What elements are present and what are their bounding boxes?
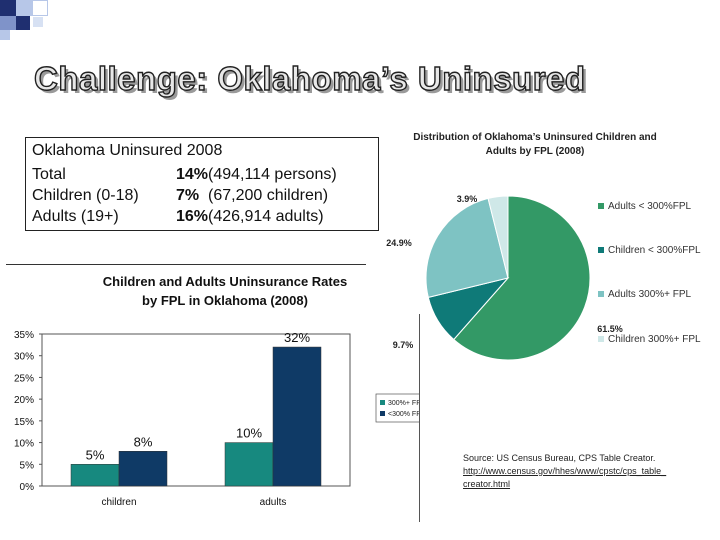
pie-legend-label: Children < 300%FPL (608, 245, 701, 256)
bar-legend-swatch (380, 411, 385, 416)
bar-legend-swatch (380, 400, 385, 405)
pie-legend-label: Adults 300%+ FPL (608, 289, 692, 300)
bar-label: 8% (134, 434, 153, 449)
pie-slice-label: 61.5% (597, 324, 623, 334)
x-category-label: adults (260, 497, 287, 508)
bar (272, 346, 322, 487)
summary-detail-total: (494,114 persons) (208, 166, 337, 183)
summary-detail-children: (67,200 children) (208, 187, 329, 204)
bar-legend-label: <300% FPL (388, 411, 420, 418)
pie-slice (487, 195, 509, 279)
summary-detail-adults: (426,914 adults) (208, 208, 324, 225)
bar-chart: 0% 5% 10% 15% 20% 25% 30% 35% 5% 8% children 10% 32%… (14, 330, 420, 508)
source-link-cont[interactable]: creator.html (463, 479, 511, 489)
pie-chart: 61.5% 9.7% 24.9% 3.9% (386, 194, 623, 361)
y-tick-label: 5% (20, 460, 35, 471)
bar-legend-label: 300%+ FPL (388, 400, 420, 407)
pie-chart-title: Distribution of Oklahoma’s Uninsured Chi… (385, 131, 685, 159)
bar (118, 451, 168, 487)
summary-box: Oklahoma Uninsured 2008 Total 14% (494,1… (25, 137, 379, 231)
divider-line (6, 264, 366, 265)
source-note: Source: US Census Bureau, CPS Table Crea… (463, 452, 703, 491)
y-tick-label: 35% (14, 330, 34, 341)
pie-chart-title-line1: Distribution of Oklahoma’s Uninsured Chi… (413, 132, 657, 143)
bar (70, 464, 120, 487)
corner-decoration (0, 0, 60, 46)
bar-chart-title: Children and Adults Uninsurance Rates by… (60, 272, 390, 310)
pie-slice-label: 3.9% (457, 194, 478, 204)
vertical-rule (419, 314, 420, 522)
pie-legend-item: Children 300%+ FPL (598, 334, 701, 345)
pie-legend-label: Adults < 300%FPL (608, 201, 692, 212)
bar-label: 32% (284, 330, 310, 345)
bar-legend-box (375, 393, 420, 423)
pie-legend-item: Adults 300%+ FPL (598, 289, 691, 300)
pie-legend-swatch (598, 203, 604, 210)
summary-label-adults: Adults (19+) (32, 208, 119, 225)
slide-title: Challenge: Oklahoma’s Uninsured (33, 59, 586, 97)
bar-label: 5% (86, 447, 105, 462)
summary-label-children: Children (0-18) (32, 187, 139, 204)
summary-heading: Oklahoma Uninsured 2008 (32, 142, 223, 159)
pie-legend-swatch (598, 291, 604, 298)
y-tick-label: 0% (20, 482, 35, 493)
pie-slice (425, 197, 509, 298)
bar (224, 442, 274, 487)
y-tick-label: 20% (14, 395, 34, 406)
x-category-label: children (101, 497, 136, 508)
summary-pct-adults: 16% (176, 208, 209, 225)
bar-label: 10% (236, 426, 262, 441)
pie-chart-title-line2: Adults by FPL (2008) (485, 146, 585, 157)
pie-legend-swatch (598, 336, 604, 343)
pie-slice-label: 9.7% (393, 340, 414, 350)
summary-pct-total: 14% (176, 166, 209, 183)
pie-slice-label: 24.9% (386, 238, 412, 248)
summary-label-total: Total (32, 166, 66, 183)
bar-chart-title-line1: Children and Adults Uninsurance Rates (102, 274, 348, 289)
pie-legend-item: Children < 300%FPL (598, 245, 701, 256)
source-text: Source: US Census Bureau, CPS Table Crea… (463, 453, 656, 463)
pie-slice (453, 195, 591, 361)
y-tick-label: 15% (14, 417, 34, 428)
y-tick-label: 10% (14, 439, 34, 450)
plot-area (41, 333, 351, 487)
y-tick-label: 25% (14, 373, 34, 384)
bar-chart-title-line2: by FPL in Oklahoma (2008) (142, 293, 308, 308)
pie-legend-item: Adults < 300%FPL (598, 201, 691, 212)
summary-pct-children: 7% (176, 187, 200, 204)
source-link[interactable]: http://www.census.gov/hhes/www/cpstc/cps… (463, 466, 667, 476)
pie-legend-swatch (598, 247, 604, 254)
y-tick-label: 30% (14, 352, 34, 363)
pie-legend-label: Children 300%+ FPL (608, 334, 701, 345)
